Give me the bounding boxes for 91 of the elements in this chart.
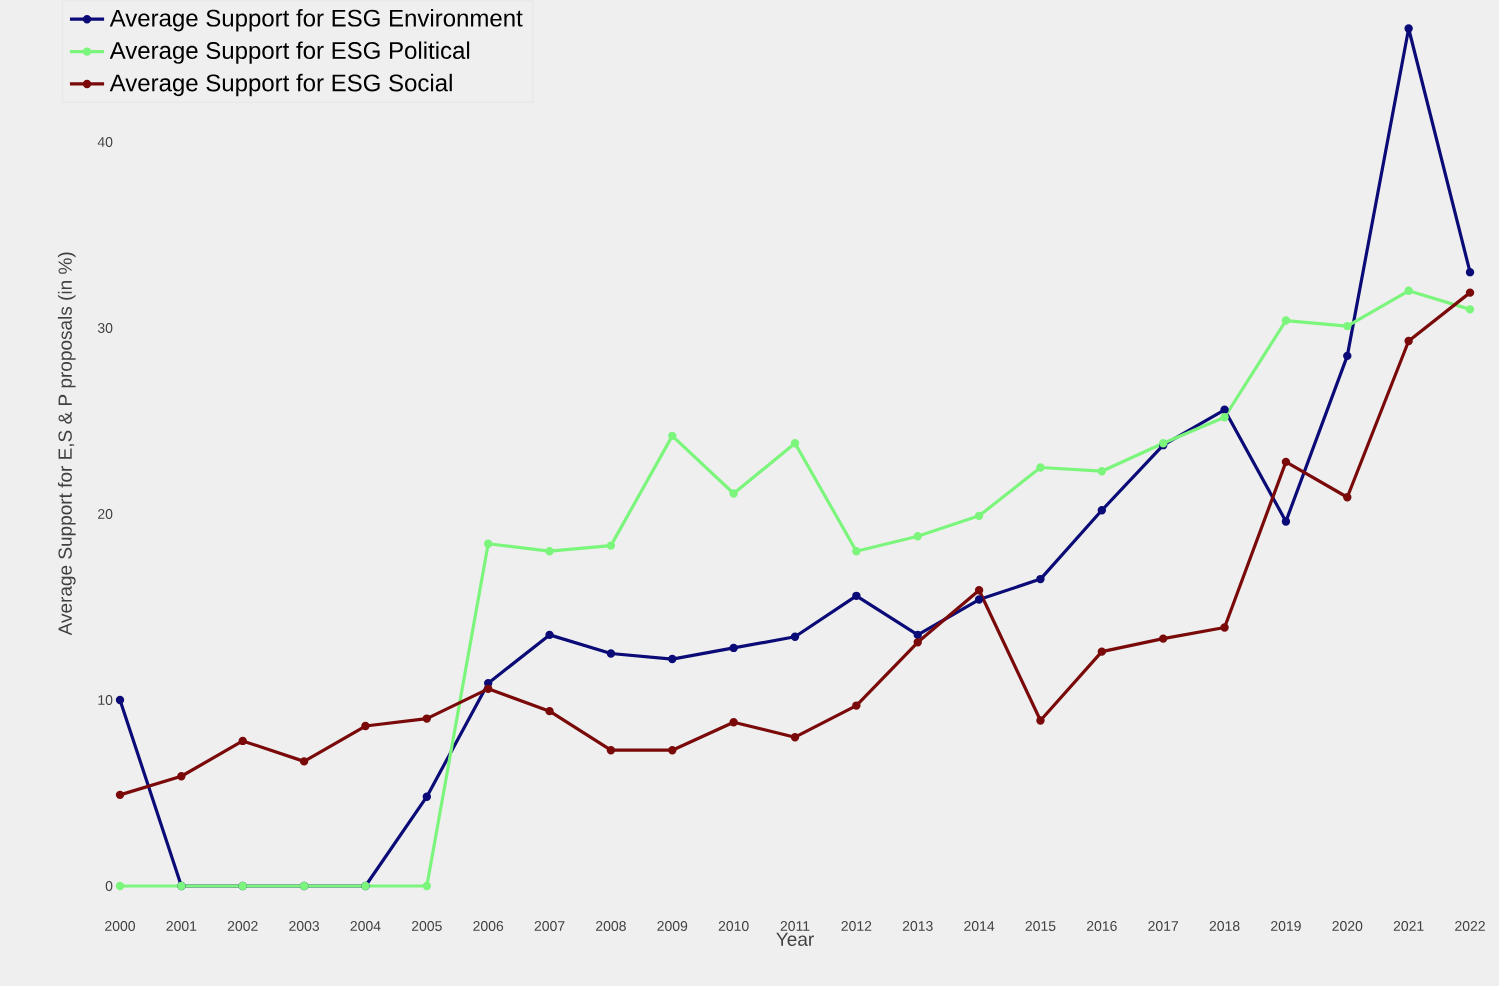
point (790, 732, 800, 742)
x-tick-label: 2020 (1332, 921, 1363, 931)
point (1343, 321, 1352, 331)
y-tick-label: 40 (97, 137, 113, 147)
y-tick-label: 10 (98, 695, 113, 705)
x-tick-label: 2018 (1209, 921, 1240, 931)
y-tick-label: 0 (105, 881, 113, 891)
x-tick-label: 2003 (289, 921, 320, 931)
point (1220, 623, 1229, 632)
x-tick-label: 2008 (596, 921, 626, 931)
point (299, 757, 309, 766)
x-tick-label: 2011 (780, 921, 810, 931)
point (1404, 286, 1413, 295)
point (177, 772, 186, 781)
point (1465, 267, 1475, 277)
point (1097, 506, 1107, 515)
point (422, 792, 432, 801)
point (361, 721, 370, 731)
point (545, 630, 554, 640)
point (1220, 413, 1229, 422)
x-tick-label: 2014 (964, 921, 995, 931)
point (913, 630, 922, 640)
point (1036, 574, 1045, 584)
point (1036, 463, 1045, 472)
point (913, 638, 922, 647)
point (606, 649, 616, 658)
x-tick-label: 2021 (1393, 921, 1424, 931)
point (1281, 457, 1291, 467)
point (606, 746, 616, 755)
point (1281, 517, 1291, 526)
x-tick-label: 2019 (1271, 921, 1301, 931)
x-tick-label: 2004 (350, 921, 381, 931)
point (852, 591, 861, 601)
y-tick-label: 20 (98, 509, 113, 519)
point (974, 511, 984, 521)
point (1465, 305, 1475, 314)
x-tick-label: 2000 (105, 921, 136, 931)
point (668, 431, 677, 441)
legend-label: Average Support for ESG Environment (109, 9, 523, 32)
point (1404, 24, 1413, 33)
x-tick-label: 2012 (841, 921, 872, 931)
x-tick-label: 2010 (718, 921, 749, 931)
point (1220, 405, 1229, 415)
point (974, 586, 984, 595)
point (1343, 493, 1352, 502)
point (115, 790, 125, 800)
point (115, 881, 125, 891)
x-tick-label: 2013 (902, 921, 933, 931)
x-tick-label: 2005 (411, 921, 442, 931)
point (852, 546, 861, 556)
point (729, 489, 738, 498)
x-tick-label: 2022 (1455, 921, 1485, 931)
x-tick-label: 2015 (1025, 921, 1056, 931)
legend-label: Average Support for ESG Social (109, 73, 452, 97)
point (1343, 351, 1352, 361)
point (668, 746, 677, 755)
point (668, 654, 677, 664)
point (483, 684, 493, 694)
point (545, 546, 554, 556)
point (1097, 647, 1107, 656)
y-tick-label: 30 (97, 323, 113, 333)
x-tick-label: 2006 (473, 921, 504, 931)
point (913, 532, 922, 541)
point (1036, 716, 1045, 725)
x-tick-label: 2017 (1148, 921, 1179, 931)
point (790, 439, 800, 448)
point (483, 539, 493, 548)
legend-label: Average Support for ESG Political (109, 41, 470, 64)
point (1465, 288, 1475, 297)
point (545, 706, 554, 716)
x-tick-label: 2009 (657, 921, 688, 931)
point (729, 643, 738, 653)
point (1158, 634, 1168, 643)
y-axis-title: Average Support for E,S & P proposals (in %) (57, 252, 76, 636)
point (974, 595, 984, 604)
x-tick-label: 2002 (227, 921, 258, 931)
point (238, 736, 247, 746)
point (115, 695, 125, 705)
point (422, 881, 432, 891)
point (790, 632, 800, 641)
point (852, 701, 861, 710)
x-axis-title: Year (776, 932, 814, 946)
point (422, 714, 432, 723)
point (1404, 336, 1413, 346)
x-tick-label: 2016 (1086, 921, 1117, 931)
point (1281, 316, 1291, 325)
x-tick-label: 2007 (534, 921, 565, 931)
x-tick-label: 2001 (166, 921, 197, 931)
point (606, 541, 616, 550)
point (729, 718, 738, 727)
point (1097, 467, 1107, 476)
